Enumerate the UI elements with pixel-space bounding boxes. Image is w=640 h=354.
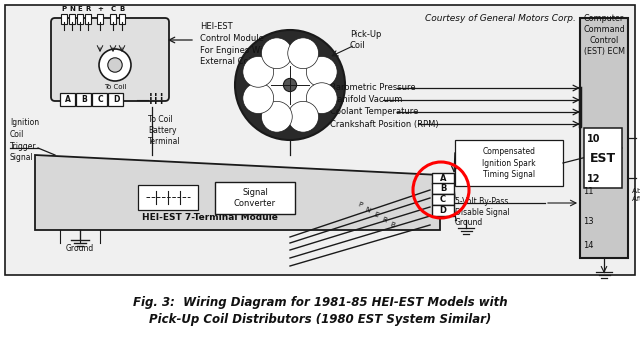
Bar xyxy=(69,14,75,24)
Text: Pick-Up Coil Distributors (1980 EST System Similar): Pick-Up Coil Distributors (1980 EST Syst… xyxy=(149,313,491,326)
Bar xyxy=(85,14,91,24)
Bar xyxy=(77,14,83,24)
Text: B: B xyxy=(440,184,446,193)
Text: Computer
Command
Control
(EST) ECM: Computer Command Control (EST) ECM xyxy=(583,14,625,56)
Bar xyxy=(432,205,454,216)
Text: 12: 12 xyxy=(587,174,600,184)
Circle shape xyxy=(284,78,296,92)
Text: E: E xyxy=(373,211,379,218)
Polygon shape xyxy=(35,155,440,230)
Text: Fig. 3:  Wiring Diagram for 1981-85 HEI-EST Models with: Fig. 3: Wiring Diagram for 1981-85 HEI-E… xyxy=(132,296,508,309)
Circle shape xyxy=(262,101,292,132)
FancyBboxPatch shape xyxy=(51,18,169,101)
Circle shape xyxy=(108,58,122,72)
Text: P: P xyxy=(61,6,67,12)
Text: Barometric Pressure: Barometric Pressure xyxy=(330,84,415,92)
Circle shape xyxy=(235,30,345,140)
Circle shape xyxy=(261,56,319,114)
Bar xyxy=(119,14,125,24)
Text: C: C xyxy=(111,6,116,12)
Bar xyxy=(76,93,91,106)
Circle shape xyxy=(250,45,330,125)
Text: Courtesy of General Motors Corp.: Courtesy of General Motors Corp. xyxy=(425,14,576,23)
Circle shape xyxy=(307,56,337,87)
Text: Ground: Ground xyxy=(455,218,483,227)
Text: To Coil: To Coil xyxy=(104,84,126,90)
Bar xyxy=(60,93,75,106)
Bar xyxy=(432,194,454,205)
Text: Crankshaft Position (RPM): Crankshaft Position (RPM) xyxy=(330,120,438,129)
Text: +: + xyxy=(97,6,103,12)
Text: D: D xyxy=(440,206,447,215)
Text: B: B xyxy=(120,6,125,12)
Circle shape xyxy=(307,83,337,114)
Circle shape xyxy=(262,38,292,69)
Text: HEI-EST 7-Terminal Module: HEI-EST 7-Terminal Module xyxy=(142,213,278,222)
Circle shape xyxy=(243,83,274,114)
Bar xyxy=(5,5,635,275)
Text: EST: EST xyxy=(590,152,616,165)
Text: P: P xyxy=(357,201,363,209)
Text: HEI-EST
Control Module
For Engines With
External Coils: HEI-EST Control Module For Engines With … xyxy=(200,22,271,67)
Bar xyxy=(432,183,454,194)
Text: R: R xyxy=(381,216,387,224)
Text: 13: 13 xyxy=(583,217,594,227)
Text: 5-Volt By-Pass
Disable Signal: 5-Volt By-Pass Disable Signal xyxy=(455,197,509,217)
Bar xyxy=(580,18,628,258)
Text: Ground: Ground xyxy=(66,244,94,253)
Text: B: B xyxy=(81,95,87,104)
Bar xyxy=(215,182,295,214)
Text: Manifold Vacuum: Manifold Vacuum xyxy=(330,96,403,104)
Bar xyxy=(108,93,123,106)
Circle shape xyxy=(99,49,131,81)
Text: 11: 11 xyxy=(583,188,593,196)
Text: Coolant Temperature: Coolant Temperature xyxy=(330,108,419,116)
Text: Signal
Converter: Signal Converter xyxy=(234,188,276,208)
Text: A: A xyxy=(440,174,446,183)
Bar xyxy=(432,173,454,184)
Circle shape xyxy=(288,101,319,132)
Text: Ignition
Coil
Trigger
Signal: Ignition Coil Trigger Signal xyxy=(10,118,39,162)
Text: C: C xyxy=(440,195,446,204)
Text: Above 600 RPM
After 5-15 Seconds: Above 600 RPM After 5-15 Seconds xyxy=(632,188,640,202)
Text: Pick-Up
Coil: Pick-Up Coil xyxy=(350,30,381,50)
Bar xyxy=(455,140,563,186)
Text: A: A xyxy=(65,95,71,104)
Text: Compensated
Ignition Spark
Timing Signal: Compensated Ignition Spark Timing Signal xyxy=(482,147,536,179)
Text: 10: 10 xyxy=(587,134,600,144)
Text: 14: 14 xyxy=(583,240,593,250)
Text: D: D xyxy=(113,95,119,104)
Text: To Coil
Battery
Terminal: To Coil Battery Terminal xyxy=(148,115,180,146)
Text: B: B xyxy=(388,221,396,229)
Circle shape xyxy=(243,56,274,87)
Bar xyxy=(110,14,116,24)
Text: N: N xyxy=(69,6,75,12)
Circle shape xyxy=(288,38,319,69)
Bar xyxy=(138,185,198,210)
Bar xyxy=(61,14,67,24)
Bar xyxy=(92,93,107,106)
Bar xyxy=(584,128,622,188)
Text: C: C xyxy=(97,95,103,104)
Bar xyxy=(97,14,103,24)
Text: R: R xyxy=(85,6,91,12)
Text: E: E xyxy=(77,6,83,12)
Text: ┇┇┇: ┇┇┇ xyxy=(148,93,166,104)
Text: N: N xyxy=(365,206,371,214)
